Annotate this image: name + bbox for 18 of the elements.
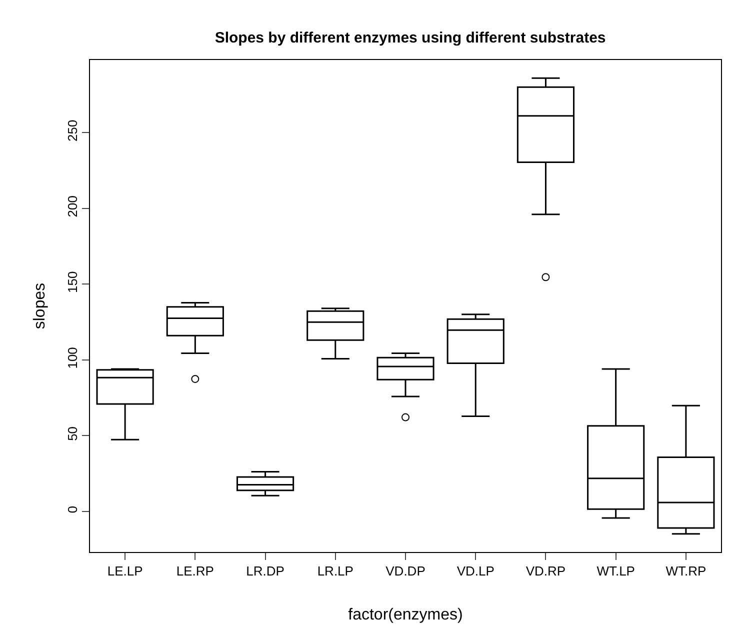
x-tick-label: VD.LP <box>456 564 494 579</box>
x-tick-label: LE.LP <box>107 564 143 579</box>
y-tick-label: 0 <box>64 506 80 514</box>
x-tick-label: VD.RP <box>526 564 566 579</box>
x-tick-label: LR.DP <box>246 564 284 579</box>
x-axis-title: factor(enzymes) <box>348 606 463 624</box>
x-tick-label: LR.LP <box>317 564 354 579</box>
y-axis-title: slopes <box>32 282 49 330</box>
x-tick-label: VD.DP <box>386 564 426 579</box>
x-tick-label: WT.RP <box>666 564 706 579</box>
chart-title: Slopes by different enzymes using different substrates <box>214 30 606 47</box>
y-tick-label: 250 <box>64 120 80 142</box>
y-tick-label: 100 <box>64 347 80 369</box>
y-tick-label: 50 <box>64 426 80 441</box>
y-tick-label: 150 <box>64 271 80 293</box>
x-tick-label: WT.LP <box>596 564 635 579</box>
x-tick-label: LE.RP <box>176 564 214 579</box>
y-tick-label: 200 <box>64 196 80 218</box>
